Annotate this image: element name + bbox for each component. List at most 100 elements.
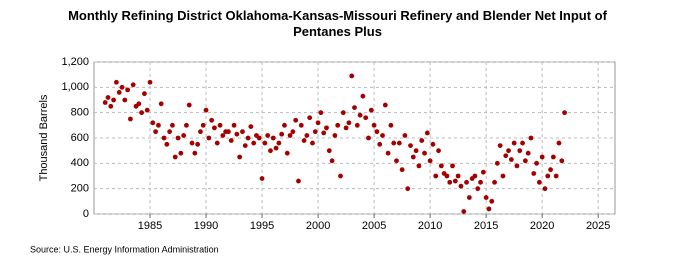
data-point [335, 122, 341, 128]
data-point [396, 140, 402, 146]
data-point [186, 102, 192, 108]
data-point [556, 140, 562, 146]
data-point [559, 158, 565, 164]
data-point [478, 179, 483, 185]
data-point [366, 135, 371, 141]
data-point [550, 154, 556, 160]
data-point [242, 143, 248, 149]
data-point [122, 97, 128, 103]
data-point [528, 135, 534, 141]
data-point [349, 73, 355, 79]
data-point [158, 101, 164, 107]
data-point [368, 107, 374, 113]
data-point [399, 167, 405, 173]
data-point [282, 122, 287, 128]
data-point [175, 135, 181, 141]
data-point [520, 140, 525, 146]
data-point [455, 173, 461, 179]
data-point [536, 179, 542, 185]
data-point [371, 122, 377, 128]
x-tick-label: 2005 [362, 220, 386, 232]
data-point [287, 133, 293, 138]
source-note: Source: U.S. Energy Information Administ… [30, 244, 219, 254]
data-point [408, 143, 413, 149]
data-point [102, 100, 108, 105]
data-point [307, 115, 313, 121]
data-point [265, 133, 271, 138]
data-point [483, 195, 489, 200]
data-point [458, 183, 464, 189]
data-point [444, 173, 450, 179]
data-point [494, 160, 500, 166]
data-point [270, 135, 276, 141]
y-tick-label: 1,000 [61, 81, 89, 93]
data-point [139, 110, 145, 116]
data-point [382, 102, 388, 108]
data-point [430, 141, 436, 147]
data-point [517, 148, 523, 154]
data-point [492, 179, 497, 185]
data-point [144, 107, 150, 113]
data-point [486, 206, 492, 212]
data-point [326, 148, 332, 154]
data-point [318, 110, 324, 116]
data-point [234, 131, 240, 137]
data-point [217, 122, 223, 128]
data-point [312, 129, 318, 135]
data-point [562, 110, 567, 116]
data-point [147, 79, 153, 85]
data-point [424, 130, 430, 136]
y-tick-label: 800 [71, 107, 89, 119]
x-tick-label: 2010 [418, 220, 442, 232]
data-point [385, 150, 391, 156]
x-tick-label: 2015 [474, 220, 498, 232]
data-point [422, 150, 427, 156]
data-point [156, 122, 161, 128]
data-point [228, 138, 234, 143]
data-point [108, 103, 114, 109]
data-point [427, 158, 433, 164]
y-tick-label: 200 [71, 183, 89, 195]
data-point [394, 158, 399, 164]
data-point [111, 97, 117, 103]
y-tick-label: 0 [83, 208, 89, 220]
data-point [410, 154, 416, 160]
data-point [130, 82, 136, 88]
data-point [464, 179, 469, 185]
data-point [332, 133, 338, 138]
data-point [220, 133, 226, 138]
data-point [167, 129, 173, 135]
data-point [301, 138, 307, 143]
data-point [178, 150, 184, 156]
y-tick-label: 600 [71, 132, 89, 144]
data-point [251, 140, 257, 146]
data-point [136, 101, 142, 107]
data-point [209, 117, 215, 123]
data-point [192, 150, 198, 156]
data-point [321, 130, 327, 136]
y-tick-label: 1,200 [61, 56, 89, 68]
data-point [413, 148, 419, 154]
data-point [198, 129, 203, 135]
data-point [522, 158, 528, 164]
data-point [545, 173, 551, 179]
data-point [419, 138, 425, 143]
data-point [237, 154, 243, 160]
x-tick-label: 1985 [138, 220, 162, 232]
data-point [542, 186, 548, 192]
data-point [184, 122, 189, 128]
data-point [377, 141, 383, 147]
data-point [346, 120, 352, 126]
data-point [402, 133, 408, 138]
data-point [343, 125, 349, 131]
data-point [240, 129, 245, 135]
data-point [284, 150, 290, 156]
data-point [248, 124, 254, 129]
data-point [200, 122, 206, 128]
data-point [506, 148, 511, 154]
data-point [231, 122, 237, 128]
data-point [388, 122, 394, 128]
data-point [508, 157, 514, 162]
data-point [360, 93, 366, 99]
data-point [119, 84, 125, 90]
